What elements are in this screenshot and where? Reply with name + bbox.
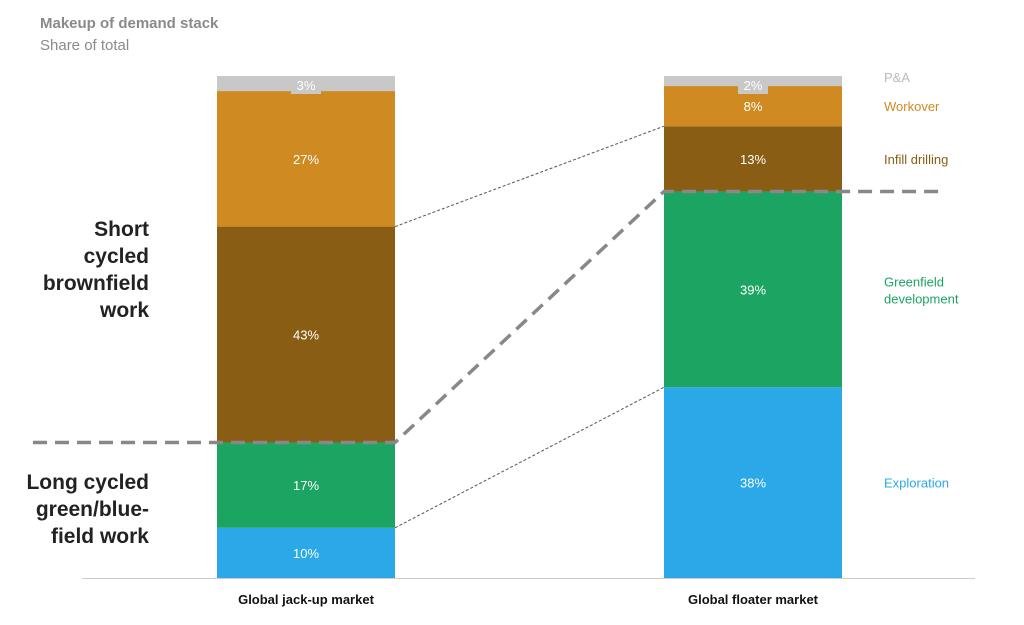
long-cycled-line: green/blue- bbox=[35, 498, 149, 521]
legend-label-greenfield-development: Greenfield bbox=[884, 274, 944, 289]
data-label: 17% bbox=[293, 478, 319, 493]
data-label: 27% bbox=[293, 152, 319, 167]
data-label: 2% bbox=[744, 78, 763, 93]
long-cycled-line: Long cycled bbox=[26, 471, 149, 494]
short-cycled-label: Short cycled brownfield work bbox=[0, 216, 149, 324]
short-cycled-line: cycled bbox=[83, 245, 149, 268]
category-label: Global floater market bbox=[688, 592, 819, 607]
data-label-bg bbox=[291, 76, 321, 94]
long-cycled-label: Long cycled green/blue- field work bbox=[0, 469, 149, 550]
bar-segment-exploration bbox=[664, 387, 842, 578]
bar-segment-infill-drilling bbox=[664, 126, 842, 192]
data-label: 38% bbox=[740, 476, 766, 491]
bar-segment-workover bbox=[217, 91, 395, 227]
short-cycled-line: work bbox=[99, 299, 149, 322]
bar-segment-greenfield-development bbox=[217, 442, 395, 528]
cycle-divider-line bbox=[33, 189, 945, 445]
connector-line bbox=[394, 386, 665, 529]
chart-title: Makeup of demand stack bbox=[40, 15, 219, 32]
data-label: 39% bbox=[740, 282, 766, 297]
data-label: 10% bbox=[293, 546, 319, 561]
legend-label-workover: Workover bbox=[884, 99, 940, 114]
bar-segment-greenfield-development bbox=[664, 191, 842, 388]
short-cycled-line: brownfield bbox=[42, 272, 149, 295]
connector-line bbox=[394, 125, 665, 228]
legend-label-greenfield-development: development bbox=[884, 291, 959, 306]
legend-label-infill-drilling: Infill drilling bbox=[884, 152, 948, 167]
long-cycled-line: field work bbox=[50, 525, 149, 548]
data-label: 13% bbox=[740, 152, 766, 167]
category-label: Global jack-up market bbox=[238, 592, 374, 607]
chart-subtitle: Share of total bbox=[40, 37, 130, 54]
legend-label-p-a: P&A bbox=[884, 70, 910, 85]
data-label: 43% bbox=[293, 328, 319, 343]
legend-label-exploration: Exploration bbox=[884, 476, 949, 491]
data-label: 8% bbox=[744, 99, 763, 114]
bar-segment-exploration bbox=[217, 527, 395, 578]
data-label-bg bbox=[738, 76, 768, 94]
short-cycled-line: Short bbox=[94, 218, 149, 241]
bar-segment-infill-drilling bbox=[217, 226, 395, 443]
data-label: 3% bbox=[297, 78, 316, 93]
